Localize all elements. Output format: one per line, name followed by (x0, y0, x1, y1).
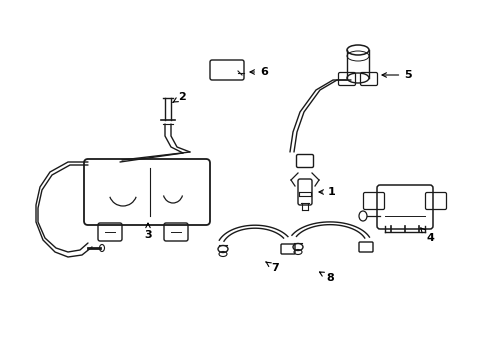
Text: 5: 5 (381, 70, 411, 80)
Text: 7: 7 (265, 262, 278, 273)
Text: 3: 3 (144, 223, 151, 240)
Text: 6: 6 (249, 67, 267, 77)
Text: 1: 1 (318, 187, 335, 197)
Text: 2: 2 (173, 92, 185, 102)
Text: 4: 4 (420, 228, 433, 243)
Text: 8: 8 (319, 272, 333, 283)
